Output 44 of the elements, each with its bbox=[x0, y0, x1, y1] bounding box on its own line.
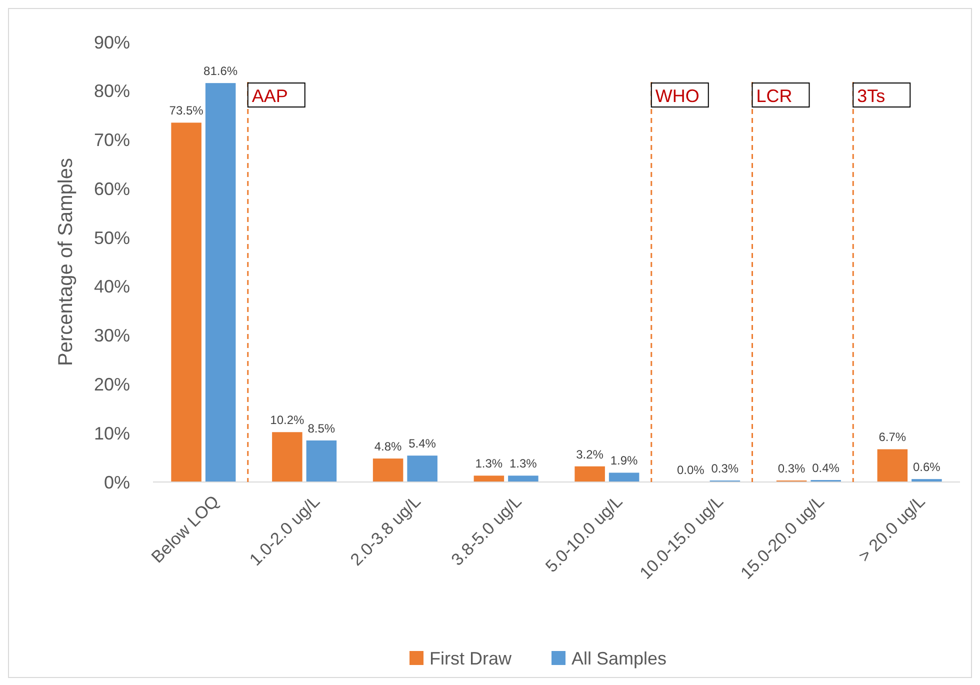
data-label: 3.2% bbox=[576, 447, 604, 462]
y-tick-label: 20% bbox=[94, 374, 130, 395]
y-tick-label: 90% bbox=[94, 32, 130, 52]
data-label: 0.3% bbox=[778, 462, 806, 476]
y-tick-label: 40% bbox=[94, 276, 130, 297]
bar bbox=[608, 472, 640, 482]
bar bbox=[272, 432, 302, 482]
bar bbox=[474, 476, 504, 482]
y-axis-title: Percentage of Samples bbox=[55, 158, 77, 366]
legend-label: All Samples bbox=[572, 648, 667, 668]
data-label: 1.3% bbox=[510, 456, 538, 471]
y-tick-label: 10% bbox=[94, 423, 130, 444]
data-label: 0.4% bbox=[812, 461, 840, 476]
bar bbox=[508, 476, 538, 482]
bar bbox=[306, 440, 337, 482]
ref-line-label: 3Ts bbox=[857, 86, 886, 106]
ref-line-label: LCR bbox=[756, 86, 792, 106]
data-label: 6.7% bbox=[878, 430, 906, 444]
ref-line-label: AAP bbox=[252, 86, 288, 106]
legend-label: First Draw bbox=[430, 648, 512, 668]
data-label: 73.5% bbox=[169, 104, 204, 118]
data-label: 0.0% bbox=[677, 463, 705, 477]
bar bbox=[574, 466, 605, 482]
y-tick-label: 60% bbox=[94, 178, 130, 199]
y-tick-label: 80% bbox=[94, 81, 130, 102]
data-label: 81.6% bbox=[204, 64, 238, 78]
bar bbox=[171, 122, 202, 482]
data-label: 0.3% bbox=[711, 462, 739, 476]
data-label: 8.5% bbox=[308, 421, 336, 436]
y-tick-label: 0% bbox=[104, 472, 130, 492]
bar bbox=[372, 458, 404, 482]
data-label: 1.9% bbox=[610, 454, 638, 468]
bar bbox=[877, 449, 908, 482]
ref-line-label: WHO bbox=[655, 86, 700, 106]
data-label: 1.3% bbox=[475, 456, 503, 471]
bar bbox=[407, 456, 438, 482]
data-label: 10.2% bbox=[270, 413, 305, 428]
y-tick-label: 50% bbox=[94, 228, 130, 248]
data-label: 4.8% bbox=[374, 440, 402, 454]
bar bbox=[205, 83, 236, 482]
data-label: 0.6% bbox=[913, 460, 941, 474]
y-tick-label: 70% bbox=[94, 130, 130, 150]
data-label: 5.4% bbox=[408, 436, 436, 451]
y-tick-label: 30% bbox=[94, 326, 130, 346]
